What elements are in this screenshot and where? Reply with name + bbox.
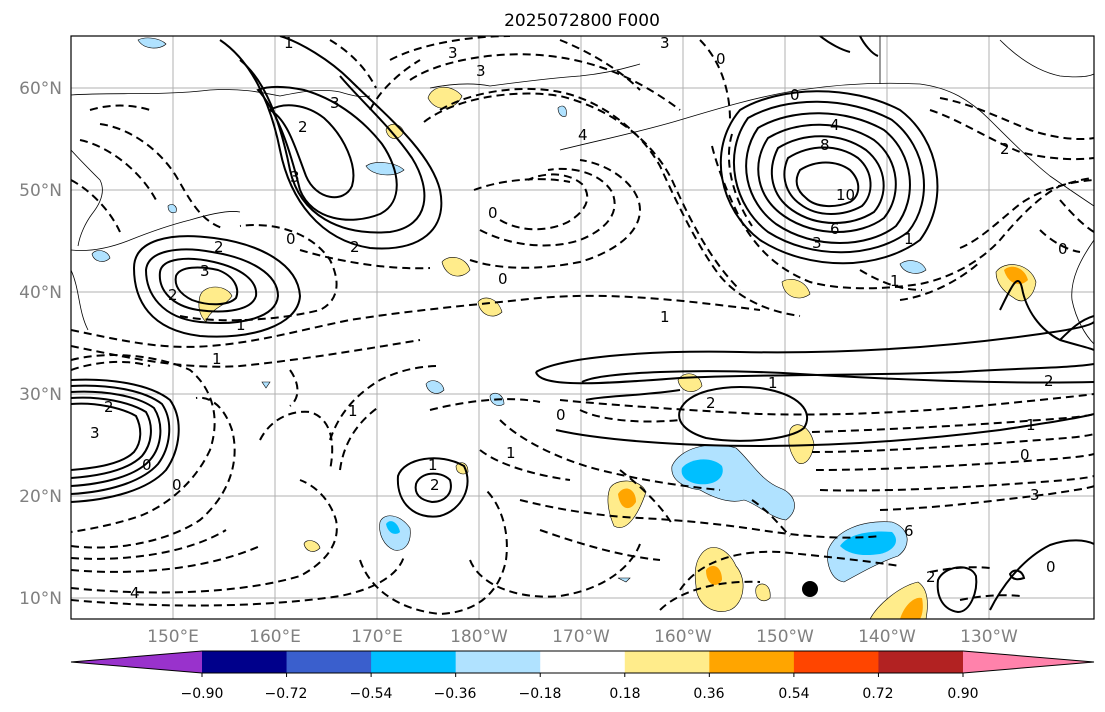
colorbar-segment [624,651,710,673]
negative-contours [71,36,1094,616]
colorbar-segment [793,651,879,673]
lon-tick-label: 140°W [858,627,916,647]
lon-tick-label: 150°W [756,627,814,647]
contour-label: 6 [904,522,914,540]
colorbar-segment [202,651,288,673]
contour-label: 2 [298,118,308,136]
contour-label: 1 [506,444,516,462]
contour-label: 6 [830,220,840,238]
plot-frame [70,35,1095,620]
colorbar-tick-label: −0.36 [434,686,477,702]
colorbar-segment [540,651,626,673]
latitude-axis: 60°N 50°N 40°N 30°N 20°N 10°N [19,79,62,609]
contour-label: 0 [1020,446,1030,464]
contour-label: 3 [200,262,210,280]
contour-labels: 1 2 3 3 2 0 2 3 2 1 1 3 3 4 3 0 0 0 1 0 … [90,34,1068,602]
point-marker [802,581,818,597]
contour-label: 1 [660,308,670,326]
contour-label: 1 [348,402,358,420]
contour-label: 1 [904,230,914,248]
contour-label: 0 [172,476,182,494]
positive-contours [71,36,1094,614]
colorbar-tick-label: −0.18 [519,686,562,702]
contour-label: 10 [836,186,855,204]
contour-label: 3 [660,34,670,52]
contour-label: 1 [212,350,222,368]
contour-label: 2 [706,394,716,412]
contour-label: 2 [350,238,360,256]
map-title: 2025072800 F000 [504,11,660,31]
colorbar-segment [371,651,457,673]
contour-label: 3 [290,168,300,186]
colorbar-tick-label: 0.36 [693,686,724,702]
lat-tick-label: 40°N [19,283,62,303]
colorbar-tick-label: 0.54 [778,686,809,702]
contour-label: 2 [168,286,178,304]
colorbar-low-extension [71,651,202,673]
colorbar-tick-label: −0.54 [350,686,393,702]
lon-tick-label: 170°W [552,627,610,647]
colorbar-segment [286,651,372,673]
contour-label: 4 [830,116,840,134]
contour-label: 1 [768,374,778,392]
colorbar-tick-label: 0.18 [609,686,640,702]
contour-label: 4 [578,126,588,144]
lon-tick-label: 160°W [654,627,712,647]
contour-label: 2 [214,238,224,256]
contour-label: 0 [1058,240,1068,258]
lon-tick-label: 150°E [147,627,199,647]
colorbar-segment [455,651,541,673]
contour-label: 8 [820,136,830,154]
contour-label: 0 [142,456,152,474]
contour-label: 3 [330,94,340,112]
contour-label: 2 [104,398,114,416]
lat-tick-label: 50°N [19,181,62,201]
lat-tick-label: 30°N [19,385,62,405]
contour-label: 2 [926,568,936,586]
colorbar-segment [709,651,795,673]
map-background [71,36,1094,619]
lon-tick-label: 130°W [960,627,1018,647]
coastlines [71,36,1094,345]
contour-label: 0 [790,86,800,104]
lon-tick-label: 170°E [351,627,403,647]
contour-label: 1 [1026,416,1036,434]
contour-label: 3 [812,234,822,252]
contour-label: 3 [90,424,100,442]
contour-label: 0 [498,270,508,288]
colorbar-tick-labels: −0.90 −0.72 −0.54 −0.36 −0.18 0.18 0.36 … [181,686,979,702]
lon-tick-label: 160°E [249,627,301,647]
contour-label: 3 [476,62,486,80]
contour-label: 0 [1046,558,1056,576]
contour-label: 1 [428,456,438,474]
colorbar-segment [878,651,964,673]
contour-label: 2 [1000,140,1010,158]
lat-tick-label: 20°N [19,487,62,507]
colorbar-tick-label: 0.90 [947,686,978,702]
colorbar [70,650,1095,677]
lat-tick-label: 60°N [19,79,62,99]
contour-label: 0 [716,50,726,68]
colorbar-tick-label: 0.72 [862,686,893,702]
contour-label: 3 [1030,486,1040,504]
contour-label: 2 [430,476,440,494]
contour-label: 1 [284,34,294,52]
contour-label: 4 [130,584,140,602]
contour-label: 0 [556,406,566,424]
contour-label: 1 [890,272,900,290]
lon-tick-label: 180°W [450,627,508,647]
contour-label: 1 [236,316,246,334]
longitude-axis: 150°E 160°E 170°E 180°W 170°W 160°W 150°… [147,627,1018,647]
colorbar-high-extension [963,651,1094,673]
contour-label: 2 [1044,372,1054,390]
colorbar-tick-label: −0.72 [265,686,308,702]
lat-tick-label: 10°N [19,589,62,609]
contour-label: 0 [488,204,498,222]
contour-label: 3 [448,44,458,62]
contour-label: 0 [286,230,296,248]
gridlines [71,36,1094,619]
colorbar-tick-label: −0.90 [181,686,224,702]
